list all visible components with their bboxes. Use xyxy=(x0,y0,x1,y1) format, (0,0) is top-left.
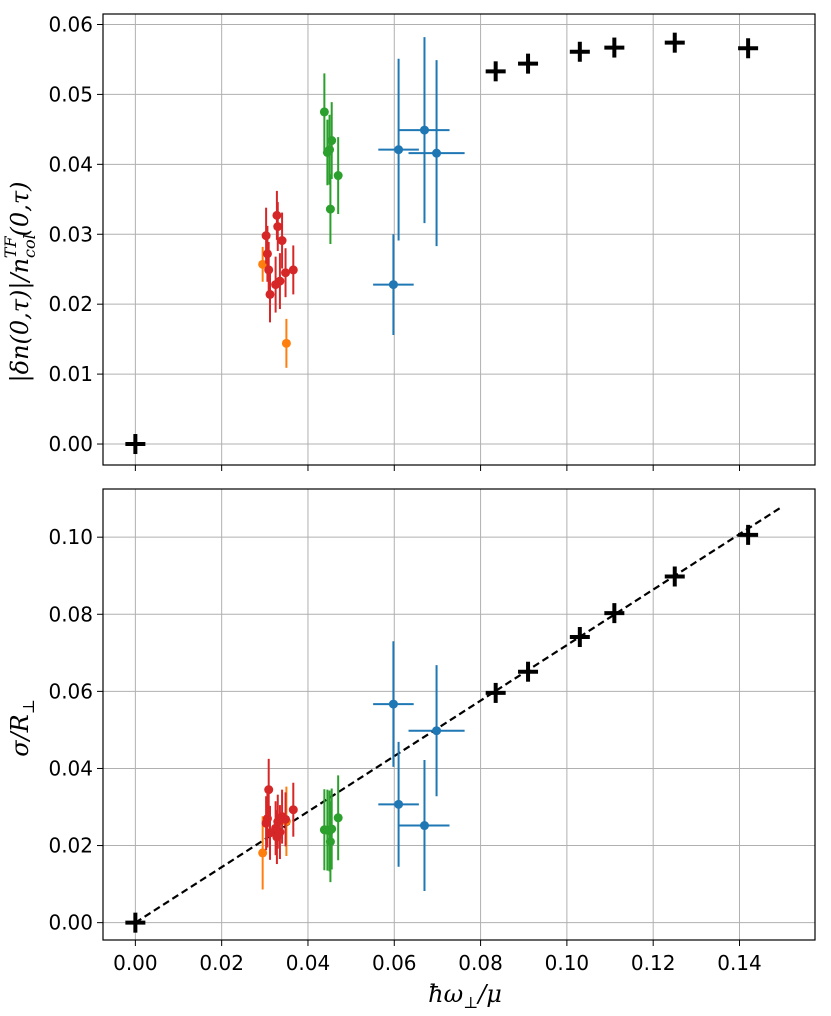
y-tick-label: 0.05 xyxy=(48,82,93,106)
bottom-data-marks xyxy=(125,524,759,933)
y-tick-label: 0.06 xyxy=(48,12,93,36)
bottom-axes-frame xyxy=(102,488,816,941)
data-point xyxy=(273,222,283,232)
data-point xyxy=(288,265,298,275)
data-point xyxy=(281,268,291,278)
data-point xyxy=(275,276,285,286)
plus-marker xyxy=(125,434,146,455)
x-tick-label: 0.10 xyxy=(545,951,590,975)
x-tick-label: 0.06 xyxy=(372,951,417,975)
x-tick-label: 0.14 xyxy=(717,951,762,975)
x-tick-label: 0.08 xyxy=(458,951,503,975)
data-point xyxy=(264,265,274,275)
x-tick-label: 0.04 xyxy=(286,951,331,975)
bottom-grid xyxy=(103,489,815,940)
bottom-ticks xyxy=(97,536,740,946)
plus-marker xyxy=(485,682,506,703)
top-grid xyxy=(103,14,815,465)
data-point xyxy=(277,236,287,246)
y-tick-label: 0.02 xyxy=(48,834,93,858)
data-point xyxy=(432,726,442,736)
plus-marker xyxy=(518,53,539,74)
y-tick-label: 0.02 xyxy=(48,292,93,316)
data-point xyxy=(258,259,268,269)
data-point xyxy=(288,805,298,815)
plus-marker xyxy=(664,32,685,53)
data-point xyxy=(325,837,335,847)
data-point xyxy=(264,785,274,795)
top-y-axis-label: |δn(0,τ)|/ncolTF(0,τ) xyxy=(1,182,39,383)
data-point xyxy=(394,145,404,155)
data-point xyxy=(333,171,343,181)
plus-marker xyxy=(664,566,685,587)
x-tick-label: 0.02 xyxy=(199,951,244,975)
data-point xyxy=(261,231,271,241)
plus-marker xyxy=(569,627,590,648)
data-point xyxy=(394,799,404,809)
top-data-marks xyxy=(125,32,759,455)
top-ticks xyxy=(97,23,740,471)
data-point xyxy=(262,249,272,259)
plus-marker xyxy=(604,37,625,58)
data-point xyxy=(419,125,429,135)
data-point xyxy=(281,338,291,348)
data-point xyxy=(333,813,343,823)
data-point xyxy=(265,289,275,299)
bottom-panel: 0.00 0.02 0.04 0.06 0.08 0.10 0.12 0.14 0.00 0.02… xyxy=(6,488,816,1012)
plus-marker xyxy=(125,912,146,933)
y-tick-label: 0.06 xyxy=(48,679,93,703)
top-tick-labels: 0.00 0.01 0.02 0.03 0.04 0.05 0.06 xyxy=(48,12,93,456)
data-point xyxy=(432,148,442,158)
data-point xyxy=(388,280,398,290)
data-point xyxy=(281,814,291,824)
bottom-y-axis-label: σ/R⊥ xyxy=(6,699,38,757)
data-point xyxy=(319,107,329,117)
y-tick-label: 0.04 xyxy=(48,756,93,780)
plus-marker xyxy=(485,61,506,82)
top-axes-frame xyxy=(102,13,816,466)
y-tick-label: 0.08 xyxy=(48,602,93,626)
x-tick-label: 0.12 xyxy=(631,951,676,975)
data-point xyxy=(327,824,337,834)
data-point xyxy=(327,136,337,146)
top-panel: 0.00 0.01 0.02 0.03 0.04 0.05 0.06 |δn(0,τ)|/n… xyxy=(1,12,816,471)
plus-marker xyxy=(738,38,759,59)
y-tick-label: 0.00 xyxy=(48,432,93,456)
y-tick-label: 0.01 xyxy=(48,362,93,386)
data-point xyxy=(325,204,335,214)
data-point xyxy=(258,848,268,858)
plus-marker xyxy=(604,603,625,624)
y-tick-label: 0.00 xyxy=(48,911,93,935)
y-tick-label: 0.10 xyxy=(48,525,93,549)
y-tick-label: 0.04 xyxy=(48,152,93,176)
plus-marker xyxy=(738,524,759,545)
plus-marker xyxy=(569,41,590,62)
data-point xyxy=(388,699,398,709)
x-tick-label: 0.00 xyxy=(113,951,158,975)
bottom-tick-labels: 0.00 0.02 0.04 0.06 0.08 0.10 0.12 0.14 0.00 0.02… xyxy=(48,525,761,975)
data-point xyxy=(419,821,429,831)
plus-marker xyxy=(518,661,539,682)
y-tick-label: 0.03 xyxy=(48,222,93,246)
